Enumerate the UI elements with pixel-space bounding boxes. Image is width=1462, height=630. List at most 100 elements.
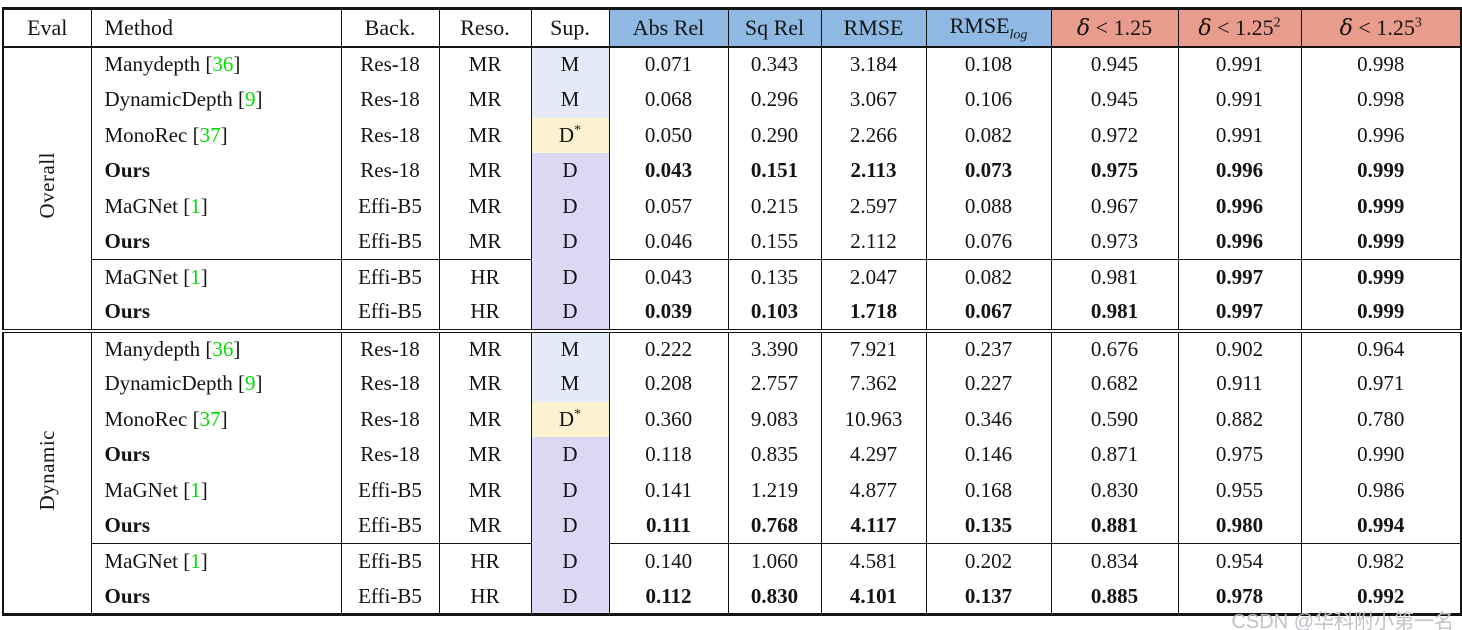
citation-ref[interactable]: 1 bbox=[190, 193, 201, 218]
backbone-cell: Res-18 bbox=[340, 401, 439, 437]
metric-value: 0.972 bbox=[1050, 117, 1178, 153]
metric-value: 0.982 bbox=[1300, 543, 1461, 579]
col-header-label: Back. bbox=[364, 14, 416, 40]
watermark: CSDN @华科附小第一名 bbox=[1231, 611, 1454, 630]
col-header-label: RMSE bbox=[843, 14, 904, 40]
metric-value: 0.911 bbox=[1177, 366, 1301, 402]
metric-value: 4.117 bbox=[820, 508, 926, 544]
metric-value: 0.992 bbox=[1300, 579, 1461, 615]
table-row: DynamicDepth [9] Res-18 MR M 0.208 2.757 7.362… bbox=[3, 366, 1461, 402]
metric-value: 0.882 bbox=[1177, 401, 1301, 437]
metric-value: 0.151 bbox=[727, 153, 821, 189]
citation-ref[interactable]: 1 bbox=[190, 477, 201, 502]
metric-value: 0.999 bbox=[1300, 153, 1461, 189]
supervision-cell: D bbox=[530, 543, 609, 579]
metric-value: 0.975 bbox=[1050, 153, 1178, 189]
citation-ref[interactable]: 37 bbox=[199, 122, 221, 147]
col-header-sup: Sup. bbox=[530, 8, 609, 48]
eval-label-text: Dynamic bbox=[34, 429, 59, 510]
metric-value: 0.997 bbox=[1177, 259, 1301, 295]
metric-value: 7.921 bbox=[820, 330, 926, 366]
header-row: Eval Method Back. Reso. Sup. Abs Rel Sq Rel RMS… bbox=[2, 8, 1461, 48]
backbone-cell: Res-18 bbox=[340, 82, 439, 118]
metric-value: 2.266 bbox=[820, 117, 926, 153]
resolution-cell: MR bbox=[438, 188, 531, 224]
method-cell: MaGNet [1] bbox=[90, 472, 341, 508]
metric-value: 0.835 bbox=[727, 437, 821, 473]
table-row: Overall Manydepth [36] Res-18 MR M 0.071 0.343… bbox=[2, 46, 1461, 333]
backbone-cell: Res-18 bbox=[340, 437, 439, 473]
citation-ref[interactable]: 1 bbox=[190, 265, 201, 289]
table-row: Ours Effi-B5 MR D 0.111 0.768 4.117 0.135 0.881 0… bbox=[3, 508, 1461, 544]
metric-value: 0.215 bbox=[727, 188, 821, 224]
resolution-cell: HR bbox=[438, 259, 531, 295]
metric-value: 3.390 bbox=[727, 330, 821, 366]
metric-value: 0.202 bbox=[925, 543, 1051, 579]
metric-value: 1.718 bbox=[820, 295, 926, 333]
metric-value: 1.219 bbox=[727, 472, 821, 508]
method-name: Ours bbox=[104, 299, 151, 324]
metric-value: 0.830 bbox=[727, 579, 821, 615]
resolution-cell: MR bbox=[438, 508, 531, 544]
backbone-cell: Effi-B5 bbox=[340, 472, 439, 508]
metric-value: 0.945 bbox=[1050, 82, 1178, 118]
metric-value: 0.682 bbox=[1050, 366, 1178, 402]
metric-value: 0.057 bbox=[608, 188, 728, 224]
method-name: Manydepth bbox=[104, 52, 201, 77]
citation-ref[interactable]: 36 bbox=[212, 336, 234, 361]
metric-value: 0.986 bbox=[1300, 472, 1461, 508]
metric-value: 0.076 bbox=[925, 224, 1051, 260]
resolution-cell: MR bbox=[438, 82, 531, 118]
citation-ref[interactable]: 9 bbox=[245, 87, 256, 112]
metric-value: 0.296 bbox=[727, 82, 821, 118]
metric-value: 0.996 bbox=[1300, 117, 1461, 153]
backbone-cell: Effi-B5 bbox=[340, 188, 439, 224]
metric-value: 0.141 bbox=[608, 472, 728, 508]
metric-value: 2.047 bbox=[820, 259, 926, 295]
metric-value: 0.991 bbox=[1177, 46, 1301, 82]
supervision-cell: D* bbox=[530, 117, 609, 153]
citation-ref[interactable]: 1 bbox=[190, 549, 201, 573]
col-header-delta-1: δ < 1.25 bbox=[1050, 8, 1178, 48]
delta-symbol: δ bbox=[1076, 15, 1091, 41]
metric-value: 0.955 bbox=[1177, 472, 1301, 508]
metric-value: 0.978 bbox=[1177, 579, 1301, 615]
col-header-delta-3: δ < 1.253 bbox=[1300, 8, 1461, 48]
table-row: MaGNet [1] Effi-B5 MR D 0.057 0.215 2.597 0.088… bbox=[3, 188, 1461, 224]
metric-value: 0.343 bbox=[727, 46, 821, 82]
backbone-cell: Res-18 bbox=[340, 330, 439, 366]
method-cell: DynamicDepth [9] bbox=[90, 82, 341, 118]
metric-value: 0.676 bbox=[1050, 330, 1178, 366]
col-header-label: Sup. bbox=[550, 14, 590, 40]
metric-value: 0.135 bbox=[925, 508, 1051, 544]
citation-ref[interactable]: 37 bbox=[199, 406, 221, 431]
method-cell: MaGNet [1] bbox=[90, 188, 341, 224]
backbone-cell: Effi-B5 bbox=[340, 508, 439, 544]
supervision-cell: M bbox=[530, 366, 609, 402]
metric-value: 0.043 bbox=[608, 153, 728, 189]
metric-value: 2.597 bbox=[820, 188, 926, 224]
method-name: MonoRec bbox=[104, 122, 188, 147]
table-row: MaGNet [1] Effi-B5 HR D 0.140 1.060 4.581 0.202… bbox=[3, 543, 1461, 579]
metric-value: 0.237 bbox=[925, 330, 1051, 366]
resolution-cell: MR bbox=[438, 224, 531, 260]
table-row: Ours Res-18 MR D 0.118 0.835 4.297 0.146 0.871 0.… bbox=[3, 437, 1461, 473]
method-cell: Ours bbox=[90, 437, 341, 473]
col-header-delta-2: δ < 1.252 bbox=[1177, 8, 1301, 48]
resolution-cell: HR bbox=[438, 579, 531, 615]
method-name: MaGNet bbox=[104, 193, 178, 218]
method-cell: DynamicDepth [9] bbox=[90, 366, 341, 402]
method-name: MaGNet bbox=[104, 265, 178, 289]
table-row: MonoRec [37] Res-18 MR D* 0.050 0.290 2.266 0.0… bbox=[3, 117, 1461, 153]
metric-value: 0.975 bbox=[1177, 437, 1301, 473]
eval-label-overall: Overall bbox=[2, 46, 91, 333]
citation-ref[interactable]: 9 bbox=[245, 371, 256, 396]
citation-ref[interactable]: 36 bbox=[212, 52, 234, 77]
metric-value: 0.590 bbox=[1050, 401, 1178, 437]
table-row: Ours Res-18 MR D 0.043 0.151 2.113 0.073 0.975 0.… bbox=[3, 153, 1461, 189]
metric-value: 0.902 bbox=[1177, 330, 1301, 366]
resolution-cell: MR bbox=[438, 437, 531, 473]
metric-value: 0.981 bbox=[1050, 259, 1178, 295]
metric-value: 4.877 bbox=[820, 472, 926, 508]
metric-value: 0.118 bbox=[608, 437, 728, 473]
